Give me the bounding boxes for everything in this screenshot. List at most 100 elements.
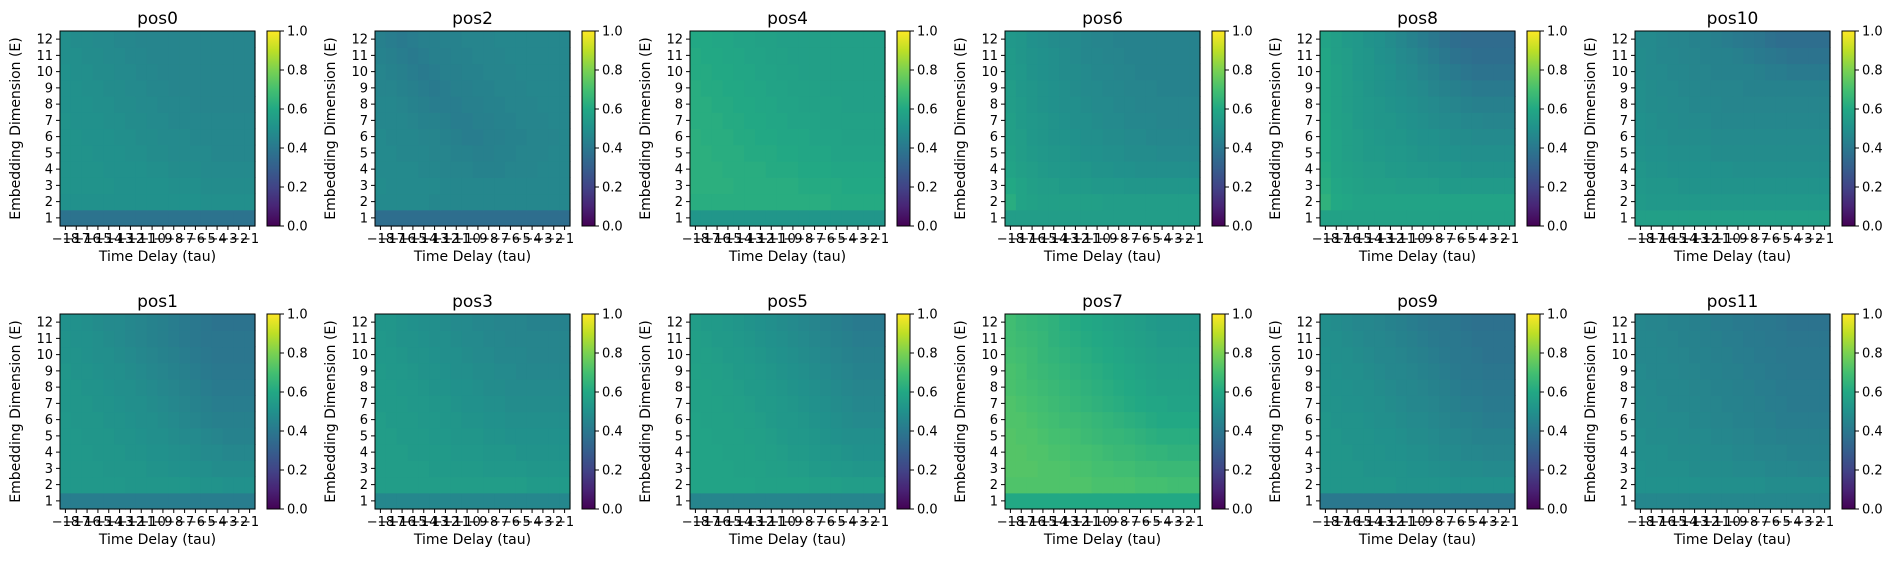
heatmap-cell — [1102, 31, 1114, 48]
heatmap-cell — [190, 96, 202, 113]
y-axis-label: Embedding Dimension (E) — [1268, 37, 1284, 220]
heatmap-cell — [830, 460, 843, 478]
x-tick-label: −8 — [479, 515, 498, 530]
heatmap-cell — [1178, 193, 1190, 211]
heatmap-cell — [375, 314, 387, 331]
heatmap-cell — [1124, 177, 1136, 195]
heatmap-cell — [1178, 209, 1190, 227]
heatmap-cell — [722, 47, 734, 65]
heatmap-cell — [146, 379, 159, 396]
x-tick-label: −2 — [229, 232, 248, 247]
heatmap-cell — [1059, 47, 1071, 65]
heatmap-cell — [1395, 63, 1408, 81]
heatmap-cell — [1406, 444, 1419, 461]
heatmap-cell — [1015, 411, 1028, 429]
x-tick-label: −2 — [859, 232, 878, 247]
y-tick-label: 6 — [675, 413, 683, 428]
heatmap-cell — [211, 427, 224, 445]
heatmap-cell — [1808, 346, 1820, 364]
heatmap-cell — [1689, 460, 1701, 478]
heatmap-cell — [1005, 460, 1017, 478]
heatmap-cell — [1352, 330, 1364, 348]
heatmap-cell — [407, 144, 419, 162]
y-tick-label: 12 — [36, 316, 53, 331]
heatmap-cell — [418, 47, 430, 65]
heatmap-cell — [1341, 63, 1354, 81]
y-tick-label: 5 — [1305, 146, 1313, 161]
heatmap-cell — [863, 144, 875, 162]
heatmap-cell — [440, 112, 452, 130]
heatmap-cell — [450, 96, 463, 113]
heatmap-cell — [1374, 314, 1386, 331]
heatmap-cell — [1189, 330, 1201, 348]
heatmap-cell — [830, 427, 843, 445]
x-tick-label: −6 — [186, 232, 205, 247]
heatmap-cell — [418, 314, 430, 331]
y-tick-label: 8 — [1620, 98, 1628, 113]
heatmap-cell — [440, 346, 452, 364]
heatmap-cell — [733, 193, 745, 211]
heatmap-cell — [483, 193, 495, 211]
heatmap-cell — [1786, 460, 1799, 478]
heatmap-cell — [1765, 379, 1777, 396]
heatmap-cell — [1743, 47, 1755, 65]
heatmap-cell — [494, 476, 506, 494]
heatmap-cell — [1352, 362, 1364, 380]
heatmap-cell — [1005, 193, 1017, 211]
heatmap-cell — [1645, 492, 1658, 510]
heatmap-cell — [1775, 31, 1788, 48]
heatmap-cell — [1167, 96, 1179, 113]
heatmap-cell — [211, 330, 224, 348]
heatmap-cell — [1059, 63, 1071, 81]
heatmap-cell — [233, 362, 245, 380]
heatmap-cell — [1385, 96, 1397, 113]
heatmap-cell — [874, 411, 886, 429]
heatmap-cell — [863, 379, 875, 396]
y-axis-label: Embedding Dimension (E) — [638, 320, 654, 503]
heatmap-cell — [1700, 346, 1712, 364]
heatmap-cell — [744, 427, 756, 445]
heatmap-cell — [233, 96, 245, 113]
heatmap-cell — [407, 209, 419, 227]
heatmap-cell — [1124, 112, 1136, 130]
y-tick-label: 5 — [45, 146, 53, 161]
heatmap-cell — [1005, 411, 1017, 429]
heatmap-cell — [157, 492, 169, 510]
heatmap-cell — [1460, 79, 1473, 97]
heatmap-cell — [515, 112, 528, 130]
heatmap-cell — [776, 427, 789, 445]
heatmap-cell — [700, 460, 713, 478]
x-tick-label: −15 — [84, 232, 111, 247]
heatmap-cell — [733, 460, 745, 478]
heatmap-cell — [1439, 144, 1451, 162]
heatmap-cell — [820, 193, 832, 211]
x-axis-label: Time Delay (tau) — [1673, 532, 1791, 548]
heatmap-cell — [1406, 63, 1419, 81]
heatmap-cell — [1700, 31, 1712, 48]
x-tick-label: −3 — [533, 515, 552, 530]
heatmap-cell — [1091, 144, 1104, 162]
heatmap-cell — [418, 411, 430, 429]
heatmap-cell — [776, 362, 789, 380]
heatmap-cell — [1102, 112, 1114, 130]
heatmap-cell — [765, 411, 778, 429]
heatmap-cell — [60, 209, 72, 227]
colorbar-tick-label: 0.0 — [1232, 220, 1253, 235]
y-tick-label: 5 — [675, 429, 683, 444]
y-tick-label: 8 — [1620, 381, 1628, 396]
heatmap-cell — [1482, 395, 1494, 413]
heatmap-cell — [1406, 128, 1419, 146]
heatmap-cell — [1678, 128, 1690, 146]
heatmap-cell — [1124, 161, 1136, 178]
heatmap-cell — [1156, 362, 1169, 380]
heatmap-cell — [92, 193, 104, 211]
heatmap-cell — [1395, 379, 1408, 396]
heatmap-cell — [92, 492, 104, 510]
heatmap-cell — [1417, 444, 1429, 461]
heatmap-cell — [776, 411, 789, 429]
x-tick-label: −17 — [1008, 232, 1035, 247]
x-tick-label: −13 — [736, 515, 763, 530]
heatmap-cell — [1189, 314, 1201, 331]
heatmap-cell — [1026, 460, 1039, 478]
heatmap-cell — [157, 460, 169, 478]
